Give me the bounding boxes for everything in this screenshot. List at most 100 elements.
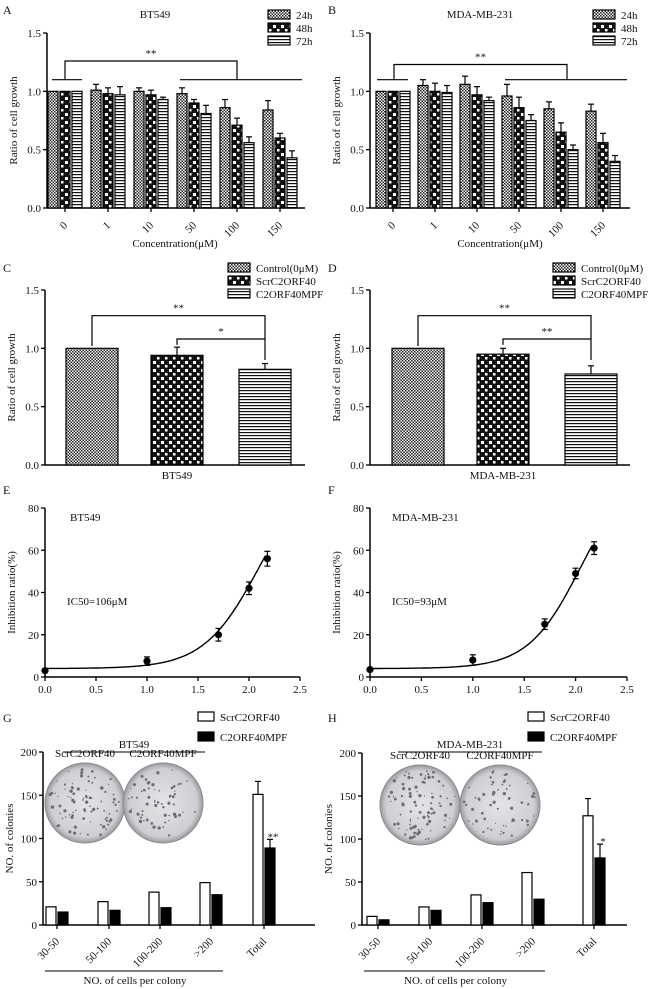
legend-label: C2ORF40MPF	[256, 289, 323, 301]
colony-dot	[503, 779, 507, 782]
colony-dot	[423, 781, 426, 784]
bar	[200, 112, 212, 209]
y-tick-label: 80	[28, 503, 40, 515]
bar	[482, 902, 494, 926]
x-tick-label: >200	[514, 935, 539, 960]
y-tick-label: 0	[359, 672, 365, 684]
bar	[567, 149, 579, 209]
colony-dot	[408, 787, 411, 791]
legend-swatch	[592, 35, 616, 46]
panel-letter: G	[3, 711, 12, 725]
colony-dot	[454, 795, 456, 798]
data-point	[263, 555, 271, 563]
colony-dot	[68, 770, 70, 773]
y-tick-label: 40	[28, 588, 40, 600]
significance-label: *	[218, 326, 224, 338]
y-tick-label: 0.5	[25, 402, 39, 414]
colony-dot	[427, 819, 432, 824]
colony-dot	[409, 827, 413, 830]
colony-dot	[439, 795, 442, 798]
bar	[378, 919, 390, 926]
bar	[252, 793, 264, 926]
colony-dot	[178, 813, 182, 817]
data-point	[214, 631, 222, 639]
x-tick-label: 1.0	[466, 684, 480, 696]
colony-dot	[58, 804, 62, 808]
y-tick-label: 60	[353, 545, 365, 557]
bar	[286, 157, 298, 209]
bar	[533, 898, 545, 926]
colony-dot	[490, 828, 493, 831]
bar	[231, 124, 243, 209]
colony-dot	[73, 825, 77, 829]
colony-dot	[105, 828, 108, 831]
bar	[483, 100, 495, 209]
x-tick-label: 100-200	[131, 935, 166, 970]
y-tick-label: 150	[21, 790, 38, 802]
colony-dot	[419, 773, 423, 776]
bar	[609, 160, 621, 209]
colony-dot	[83, 808, 86, 812]
y-tick-label: 100	[340, 834, 357, 846]
colony-dot	[64, 788, 66, 790]
legend-label: ScrC2ORF40	[581, 276, 641, 288]
data-point	[541, 620, 549, 628]
colony-dot	[429, 807, 433, 810]
legend-swatch	[267, 9, 291, 20]
bar	[366, 915, 378, 926]
colony-dot	[408, 791, 412, 795]
bar	[582, 815, 594, 926]
data-point	[469, 656, 477, 664]
colony-dot	[48, 792, 52, 797]
colony-dot	[56, 824, 59, 828]
colony-dot	[401, 782, 405, 786]
colony-dot	[417, 830, 421, 834]
colony-dot	[100, 786, 104, 790]
colony-dot	[89, 805, 91, 807]
colony-dot	[430, 812, 433, 815]
y-tick-label: 150	[340, 791, 357, 803]
colony-dot	[71, 783, 74, 785]
bar	[274, 137, 286, 209]
bar	[471, 94, 483, 209]
colony-dot	[448, 817, 451, 819]
colony-dot	[421, 828, 423, 830]
colony-dot	[427, 773, 430, 776]
colony-dot	[389, 790, 394, 795]
colony-dot	[413, 831, 416, 835]
colony-dot	[167, 801, 171, 805]
colony-dot	[414, 804, 418, 807]
panel-letter: D	[328, 261, 337, 275]
y-axis-label: Ratio of cell growth	[6, 333, 18, 422]
colony-dot	[141, 814, 144, 817]
colony-dot	[508, 784, 511, 787]
significance-label: **	[146, 48, 157, 60]
colony-dot	[61, 817, 64, 820]
colony-dot	[431, 795, 435, 799]
colony-dot	[527, 782, 529, 785]
colony-dot	[96, 807, 99, 810]
colony-dot	[82, 817, 85, 821]
bar	[157, 98, 169, 209]
y-tick-label: 0.0	[350, 203, 364, 215]
colony-dot	[424, 838, 427, 841]
bar	[133, 90, 145, 209]
colony-dot	[109, 818, 113, 821]
colony-dot	[443, 825, 446, 829]
colony-dot	[57, 795, 59, 798]
x-tick-label: 2.5	[620, 684, 634, 696]
bar	[387, 90, 399, 209]
colony-dot	[491, 780, 495, 784]
colony-dot	[505, 825, 507, 827]
y-axis-label: NO. of colonies	[323, 804, 335, 874]
significance-bracket	[502, 338, 591, 345]
bar	[57, 911, 69, 926]
bar	[243, 142, 255, 209]
significance-bracket	[417, 315, 592, 360]
legend-swatch	[552, 288, 576, 299]
cell-line-label: MDA-MB-231	[437, 739, 504, 751]
colony-dot	[115, 810, 118, 812]
x-tick-label: 100-200	[453, 935, 488, 970]
colony-dot	[401, 802, 404, 805]
